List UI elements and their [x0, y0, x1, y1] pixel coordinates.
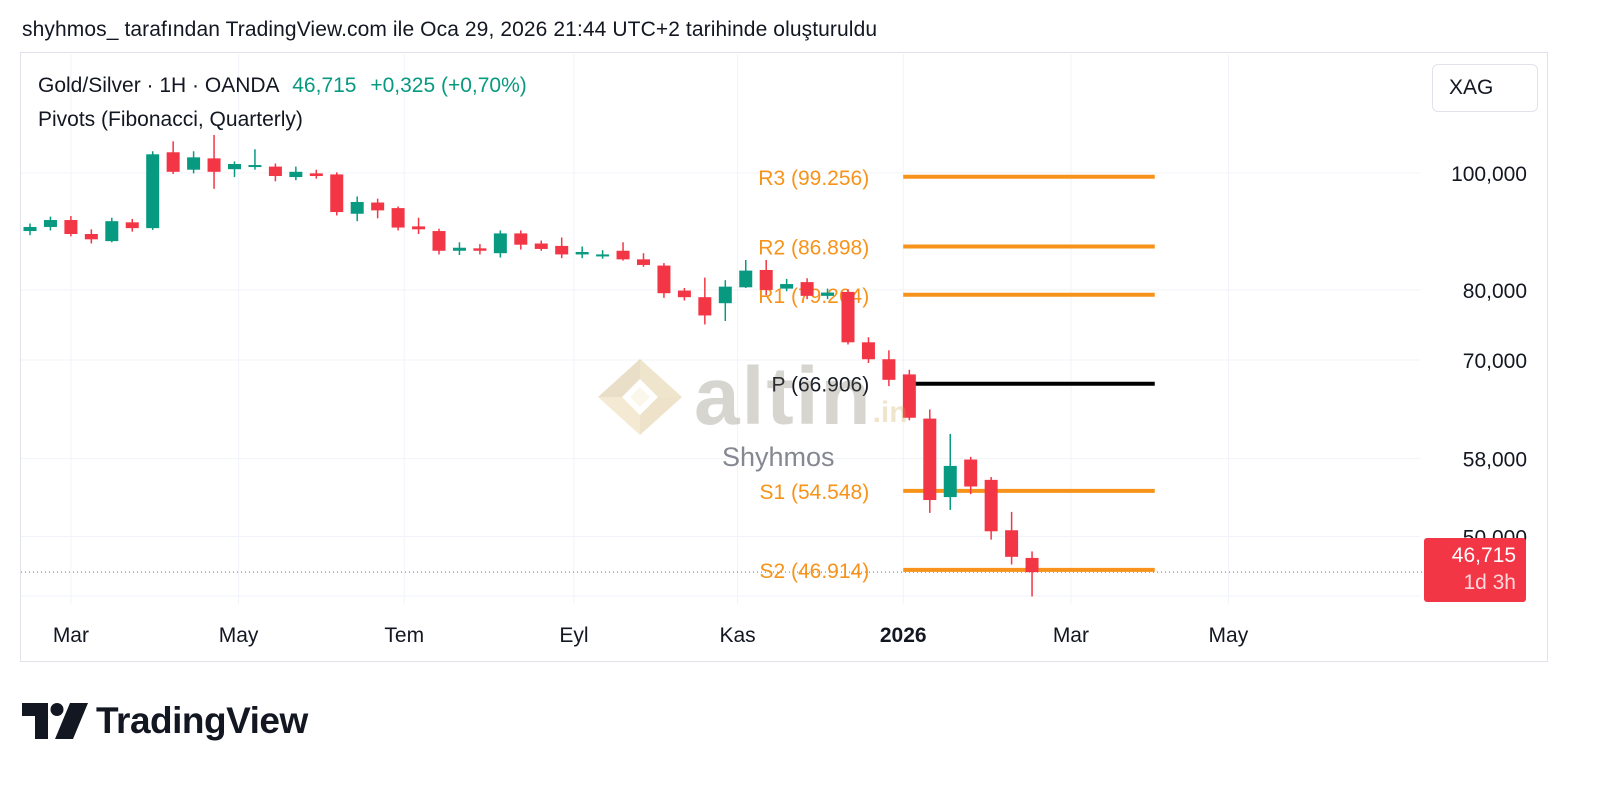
candle-body: [964, 459, 978, 487]
candle-body: [473, 248, 487, 251]
candle-body: [207, 158, 221, 172]
candle-body: [493, 233, 507, 254]
tradingview-wordmark: TradingView: [96, 700, 308, 741]
symbol-name[interactable]: Gold/Silver · 1H · OANDA: [38, 74, 279, 97]
candle-body: [800, 282, 814, 296]
last-price-label-value: 46,715: [1451, 544, 1516, 567]
candle-body: [412, 226, 426, 230]
candle-body: [882, 359, 896, 380]
candle-body: [555, 245, 569, 255]
candle-body: [718, 286, 732, 304]
candle-body: [637, 259, 650, 265]
candle-body: [780, 284, 794, 289]
candle-body: [861, 342, 875, 360]
candle-body: [371, 202, 385, 211]
candle-body: [739, 270, 753, 288]
candle-body: [534, 243, 548, 249]
candle-body: [657, 265, 671, 294]
candle-body: [923, 418, 937, 501]
y-tick-label: 58,000: [1463, 449, 1527, 472]
candle-body: [1025, 557, 1039, 573]
candle-body: [391, 208, 405, 228]
x-tick-label: 2026: [880, 624, 927, 647]
bar-countdown: 1d 3h: [1463, 571, 1516, 594]
candle-body: [759, 269, 773, 290]
last-price-value: 46,715: [292, 74, 357, 97]
x-tick-label: May: [1209, 624, 1249, 647]
candle-body: [248, 165, 262, 168]
x-tick-label: May: [219, 624, 259, 647]
candle-body: [575, 251, 589, 255]
candle-body: [514, 233, 528, 245]
indicator-legend[interactable]: Pivots (Fibonacci, Quarterly): [38, 108, 303, 131]
candle-body: [166, 152, 180, 172]
chart-frame: [20, 52, 1548, 662]
chart-caption: shyhmos_ tarafından TradingView.com ile …: [22, 18, 878, 41]
candle-body: [228, 164, 241, 170]
candle-body: [64, 220, 78, 234]
x-tick-label: Mar: [1053, 624, 1089, 647]
candle-body: [677, 290, 691, 298]
tradingview-logo-icon: [22, 703, 88, 739]
candle-body: [943, 465, 957, 498]
candle-body: [268, 166, 282, 177]
candle-body: [596, 254, 610, 257]
candle-body: [330, 174, 344, 213]
candle-body: [125, 222, 139, 229]
symbol-legend: Gold/Silver · 1H · OANDA 46,715 +0,325 (…: [38, 74, 527, 98]
price-change: +0,325 (+0,70%): [370, 74, 527, 97]
y-tick-label: 80,000: [1463, 280, 1527, 303]
candle-body: [1005, 530, 1019, 557]
candle-body: [105, 221, 119, 242]
candle-body: [432, 231, 446, 251]
currency-button[interactable]: XAG: [1432, 64, 1538, 112]
watermark-author: Shyhmos: [722, 442, 835, 472]
candle-body: [187, 157, 201, 170]
x-tick-label: Mar: [53, 624, 89, 647]
candle-body: [146, 154, 160, 229]
pivot-label: R2 (86.898): [758, 237, 869, 260]
x-tick-label: Eyl: [559, 624, 588, 647]
candle-body: [289, 171, 303, 178]
x-tick-label: Tem: [384, 624, 424, 647]
candle-body: [43, 220, 57, 227]
pivot-label: S1 (54.548): [759, 481, 869, 504]
x-tick-label: Kas: [719, 624, 755, 647]
y-tick-label: 70,000: [1463, 350, 1527, 373]
last-price-label: 46,715 1d 3h: [1424, 538, 1526, 602]
candle-body: [984, 479, 998, 532]
pivot-label: P (66.906): [772, 374, 870, 397]
candle-body: [452, 247, 466, 251]
candle-body: [23, 226, 37, 232]
y-tick-label: 100,000: [1451, 163, 1527, 186]
candle-body: [350, 201, 364, 214]
candle-body: [616, 250, 630, 260]
candle-body: [698, 297, 712, 316]
candle-body: [841, 291, 855, 343]
candle-body: [84, 233, 98, 240]
candle-body: [902, 374, 916, 418]
pivot-label: R3 (99.256): [758, 167, 869, 190]
tradingview-logo[interactable]: TradingView: [22, 700, 308, 742]
candle-body: [309, 173, 323, 177]
pivot-label: S2 (46.914): [759, 560, 869, 583]
candle-body: [821, 292, 835, 296]
